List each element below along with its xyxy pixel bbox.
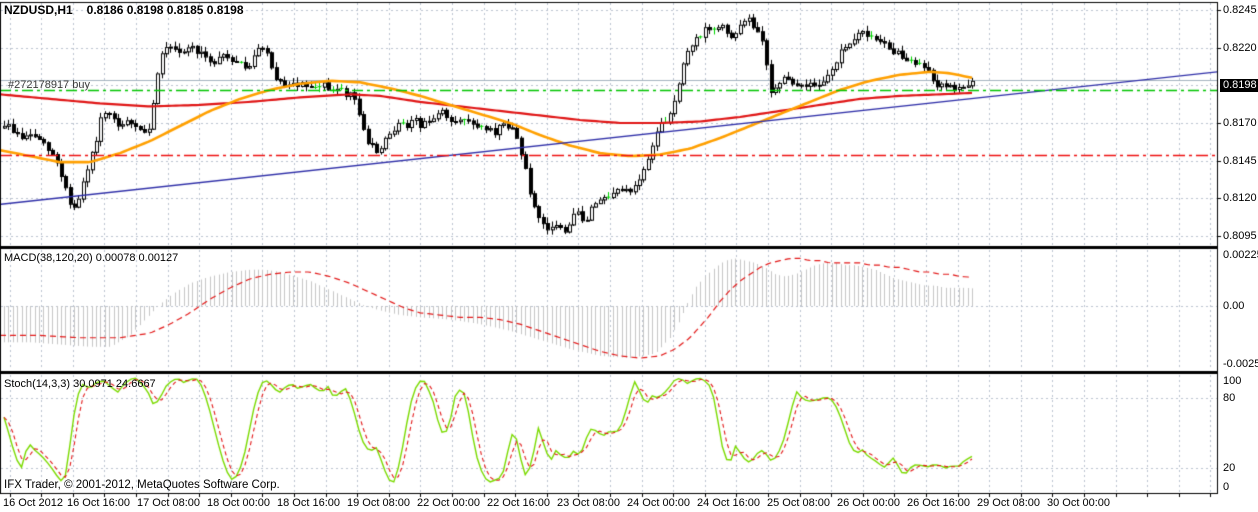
ohlc-values: 0.8186 0.8198 0.8185 0.8198: [86, 3, 244, 17]
time-axis-label[interactable]: 18 Oct 16:00: [277, 497, 340, 509]
time-axis-label[interactable]: 25 Oct 08:00: [767, 497, 830, 509]
time-axis-label[interactable]: 16 Oct 2012: [3, 497, 63, 509]
symbol-timeframe-label: NZDUSD,H1: [4, 3, 73, 17]
time-axis-label[interactable]: 19 Oct 08:00: [347, 497, 410, 509]
time-axis-label[interactable]: 29 Oct 08:00: [977, 497, 1040, 509]
time-axis-label[interactable]: 18 Oct 00:00: [207, 497, 270, 509]
time-axis-label[interactable]: 26 Oct 00:00: [837, 497, 900, 509]
price-scale-label[interactable]: 0.8245: [1223, 4, 1257, 16]
macd-panel[interactable]: [0, 249, 1218, 371]
time-axis-label[interactable]: 22 Oct 16:00: [487, 497, 550, 509]
current-price-badge: 0.8198: [1220, 79, 1258, 92]
time-axis-label[interactable]: 16 Oct 16:00: [67, 497, 130, 509]
price-scale-label[interactable]: 0.8170: [1223, 117, 1257, 129]
macd-scale-label[interactable]: 0.00225: [1223, 249, 1258, 261]
time-axis-label[interactable]: 22 Oct 00:00: [417, 497, 480, 509]
time-axis-label[interactable]: 23 Oct 08:00: [557, 497, 620, 509]
price-scale-label[interactable]: 0.8120: [1223, 192, 1257, 204]
stoch-scale-label[interactable]: 80: [1223, 392, 1236, 404]
time-axis-label[interactable]: 26 Oct 16:00: [907, 497, 970, 509]
stoch-scale-label[interactable]: 100: [1223, 375, 1242, 387]
chart-title: NZDUSD,H1 0.8186 0.8198 0.8185 0.8198: [4, 3, 244, 17]
time-axis-label[interactable]: 24 Oct 00:00: [627, 497, 690, 509]
macd-scale-label[interactable]: 0.00: [1223, 300, 1245, 312]
stoch-scale-label[interactable]: 20: [1223, 462, 1236, 474]
macd-indicator-label: MACD(38,120,20) 0.00078 0.00127: [4, 252, 179, 264]
price-scale-label[interactable]: 0.8220: [1223, 42, 1257, 54]
time-axis-label[interactable]: 17 Oct 08:00: [137, 497, 200, 509]
stoch-indicator-label: Stoch(14,3,3) 30.0971 24.6667: [4, 378, 156, 390]
macd-scale-label[interactable]: -0.00257: [1223, 358, 1258, 370]
price-scale-label[interactable]: 0.8095: [1223, 230, 1257, 242]
open-order-label[interactable]: #272178917 buy: [8, 79, 90, 91]
time-axis-label[interactable]: 30 Oct 00:00: [1047, 497, 1110, 509]
price-scale-label[interactable]: 0.8145: [1223, 155, 1257, 167]
main-chart-panel[interactable]: [0, 2, 1218, 246]
stochastic-panel[interactable]: [0, 374, 1218, 493]
copyright-notice: IFX Trader, © 2001-2012, MetaQuotes Soft…: [4, 479, 280, 491]
time-axis-label[interactable]: 24 Oct 16:00: [697, 497, 760, 509]
price-scale[interactable]: [1219, 2, 1258, 493]
stoch-scale-label[interactable]: 0: [1223, 481, 1230, 493]
